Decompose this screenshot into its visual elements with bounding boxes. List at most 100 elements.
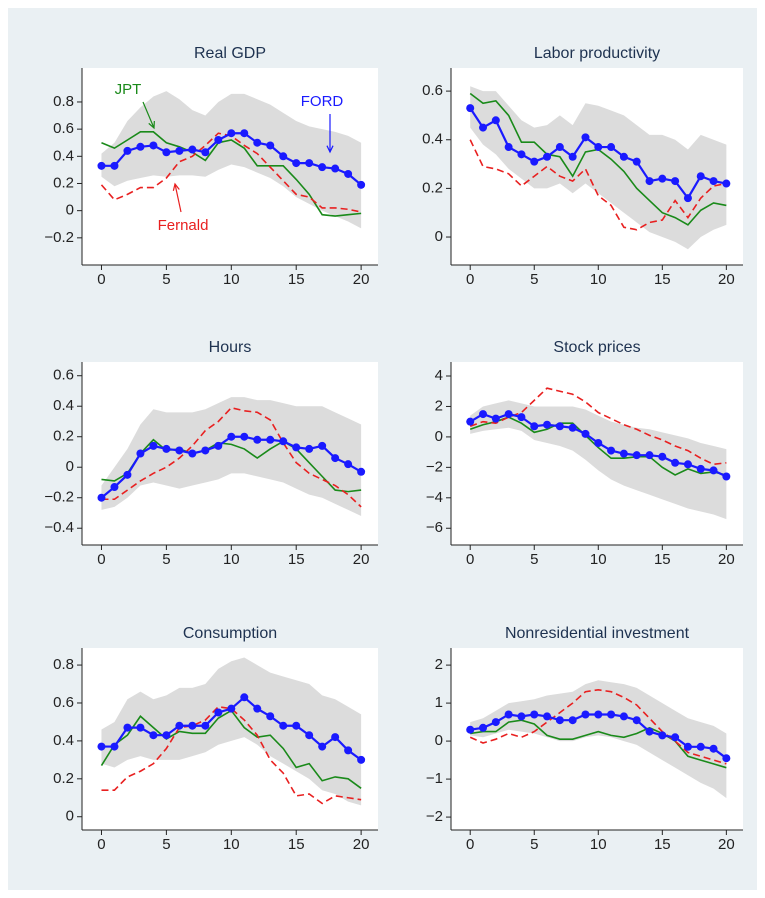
series-marker [331, 733, 340, 742]
series-marker [530, 157, 539, 166]
series-line [101, 438, 362, 493]
y-tick-label: 0.2 [53, 770, 74, 787]
series-marker [696, 172, 705, 181]
series-line [469, 416, 727, 476]
x-tick-label: 0 [466, 836, 474, 853]
x-tick-label: 5 [530, 551, 538, 568]
x-tick-label: 0 [97, 271, 105, 288]
series-marker [683, 460, 692, 469]
y-tick-label: 0.4 [422, 131, 443, 148]
series-marker [709, 177, 718, 186]
confidence-band [101, 397, 362, 517]
x-tick-label: 0 [466, 271, 474, 288]
chart-title: Labor productivity [534, 45, 660, 62]
series-marker [504, 710, 513, 719]
y-tick-label: −1 [426, 770, 443, 787]
annotation: JPT [115, 81, 142, 98]
x-tick-label: 5 [162, 271, 170, 288]
x-tick-label: 5 [162, 836, 170, 853]
series-marker [709, 466, 718, 475]
series-marker [188, 145, 197, 154]
annotation-arrowhead [326, 145, 334, 154]
y-tick-label: 0.6 [422, 82, 443, 99]
series-marker [357, 755, 366, 764]
series-marker [658, 174, 667, 183]
series-marker [517, 712, 526, 721]
series-marker [568, 152, 577, 161]
series-marker [266, 435, 275, 444]
chart-title: Stock prices [553, 339, 640, 356]
series-marker [318, 742, 327, 751]
series-marker [632, 451, 641, 460]
confidence-band [470, 680, 727, 799]
series-marker [555, 716, 564, 725]
x-tick-label: 0 [466, 551, 474, 568]
annotation: FORD [301, 93, 344, 110]
x-tick-label: 0 [97, 551, 105, 568]
series-marker [722, 754, 731, 763]
series-marker [344, 169, 353, 178]
series-marker [504, 143, 513, 152]
y-tick-label: 1 [435, 694, 443, 711]
series-marker [149, 441, 158, 450]
series-marker [594, 143, 603, 152]
series-marker [318, 441, 327, 450]
series-marker [344, 460, 353, 469]
series-marker [491, 116, 500, 125]
y-tick-label: 0.2 [53, 174, 74, 191]
series-marker [253, 138, 262, 147]
series-marker [97, 493, 106, 502]
annotation-arrowhead [172, 182, 180, 191]
series-marker [696, 464, 705, 473]
series-marker [149, 141, 158, 150]
x-tick-label: 0 [97, 836, 105, 853]
series-marker [175, 721, 184, 730]
y-tick-label: −4 [426, 489, 443, 506]
x-tick-label: 10 [223, 271, 240, 288]
series-marker [466, 104, 475, 113]
series-marker [240, 129, 249, 138]
series-marker [594, 710, 603, 719]
series-marker [357, 467, 366, 476]
series-line [469, 139, 727, 231]
series-line [469, 688, 727, 765]
series-marker [683, 194, 692, 203]
series-marker [136, 723, 145, 732]
series-marker [201, 148, 210, 157]
confidence-band [470, 86, 727, 250]
y-tick-label: 0.8 [53, 656, 74, 673]
annotation-arrowhead [148, 120, 155, 130]
series-marker [305, 731, 314, 740]
chart-title: Consumption [183, 625, 277, 642]
series-marker [214, 441, 223, 450]
series-marker [227, 129, 236, 138]
y-tick-label: 0.2 [422, 179, 443, 196]
x-tick-label: 10 [590, 271, 607, 288]
series-marker [491, 414, 500, 423]
y-tick-label: 0 [66, 202, 74, 219]
series-marker [162, 731, 171, 740]
confidence-band [101, 657, 362, 806]
series-marker [568, 716, 577, 725]
series-marker [123, 723, 132, 732]
x-tick-label: 20 [718, 836, 735, 853]
y-tick-label: 4 [435, 367, 443, 384]
y-tick-label: −0.2 [44, 229, 74, 246]
series-marker [581, 710, 590, 719]
chart-title: Real GDP [194, 45, 266, 62]
series-marker [305, 444, 314, 453]
x-tick-label: 15 [654, 551, 671, 568]
series-marker [543, 712, 552, 721]
series-marker [466, 417, 475, 426]
annotation: Fernald [158, 217, 209, 234]
chart-title: Nonresidential investment [505, 625, 690, 642]
series-marker [279, 152, 288, 161]
x-tick-label: 10 [590, 551, 607, 568]
series-marker [619, 449, 628, 458]
series-marker [97, 161, 106, 170]
x-tick-label: 10 [223, 551, 240, 568]
series-marker [253, 704, 262, 713]
x-tick-label: 10 [590, 836, 607, 853]
series-marker [331, 164, 340, 173]
series-marker [619, 712, 628, 721]
